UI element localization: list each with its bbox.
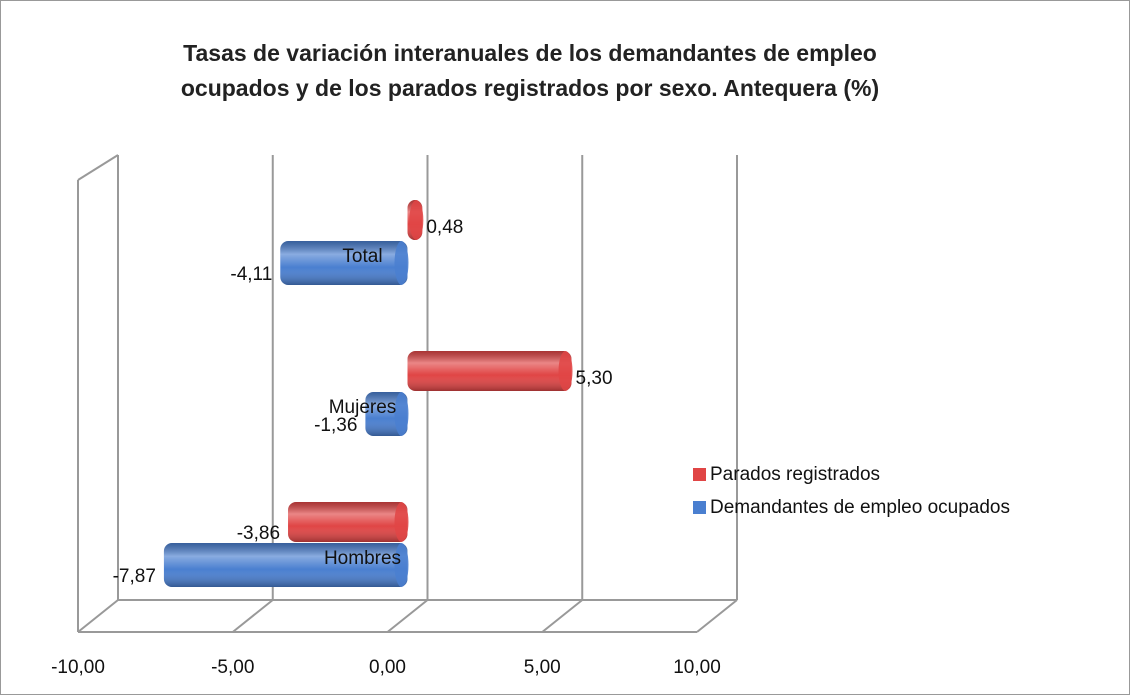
data-label: -1,36: [314, 415, 357, 436]
x-tick-label: 0,00: [369, 657, 406, 678]
bar-shade: [407, 351, 572, 391]
grid-line-floor: [77, 599, 119, 633]
bar-cap: [409, 200, 424, 240]
chart-title: Tasas de variación interanuales de los d…: [180, 40, 880, 101]
bar-cap: [394, 543, 409, 587]
bar-cap: [394, 502, 409, 542]
x-tick-label: -10,00: [51, 657, 105, 678]
bar-shade: [280, 241, 408, 285]
category-label: Hombres: [324, 548, 401, 569]
legend-label: Parados registrados: [710, 464, 880, 485]
grid-line-floor: [541, 599, 583, 633]
x-tick-label: -5,00: [211, 657, 254, 678]
bar-cap: [558, 351, 573, 391]
side-wall-top: [77, 154, 119, 181]
data-label: -4,11: [230, 264, 272, 285]
x-tick-label: 5,00: [524, 657, 561, 678]
category-label: Total: [342, 246, 382, 267]
data-label: -3,86: [237, 523, 280, 544]
legend-swatch: [693, 501, 706, 514]
data-label: -7,87: [113, 566, 156, 587]
x-tick-label: 10,00: [673, 657, 721, 678]
legend-label: Demandantes de empleo ocupados: [710, 497, 1010, 518]
legend-swatch: [693, 468, 706, 481]
grid-line-floor: [696, 599, 738, 633]
bar-shade: [163, 543, 408, 587]
grid-line-floor: [386, 599, 429, 633]
bar-shade: [288, 502, 408, 542]
data-label: 0,48: [426, 217, 463, 238]
data-label: 5,30: [576, 368, 613, 389]
bar-cap: [394, 241, 409, 285]
category-label: Mujeres: [329, 397, 397, 418]
bar-cap: [394, 392, 409, 436]
grid-line-floor: [232, 599, 274, 633]
